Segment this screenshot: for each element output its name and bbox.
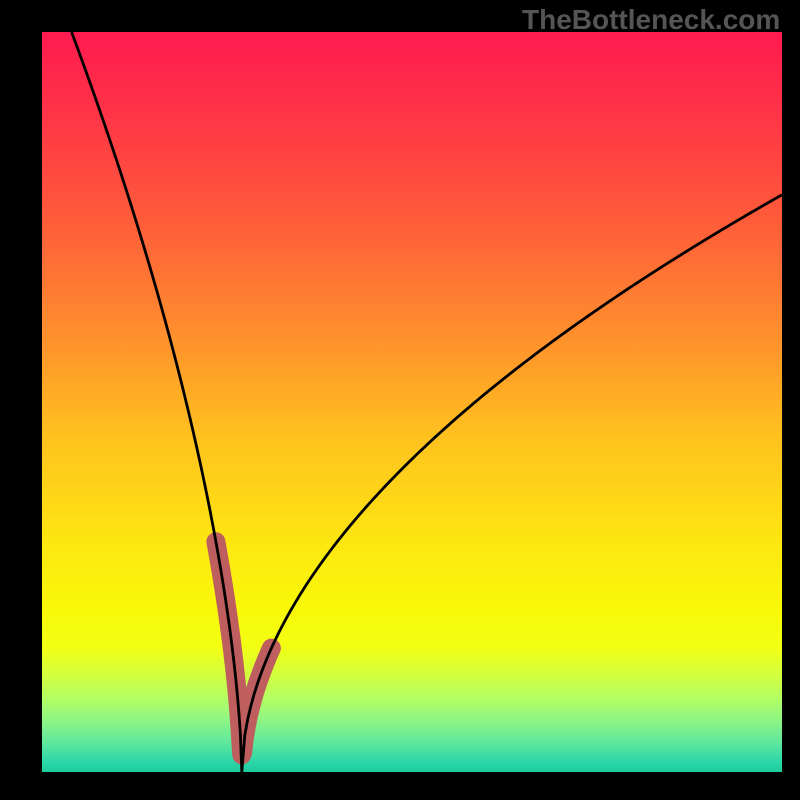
plot-area <box>42 32 782 772</box>
chart-container: TheBottleneck.com <box>0 0 800 800</box>
highlight-band <box>216 542 272 755</box>
bottleneck-curve <box>72 32 782 772</box>
watermark-text: TheBottleneck.com <box>522 4 780 36</box>
curve-layer <box>42 32 782 772</box>
